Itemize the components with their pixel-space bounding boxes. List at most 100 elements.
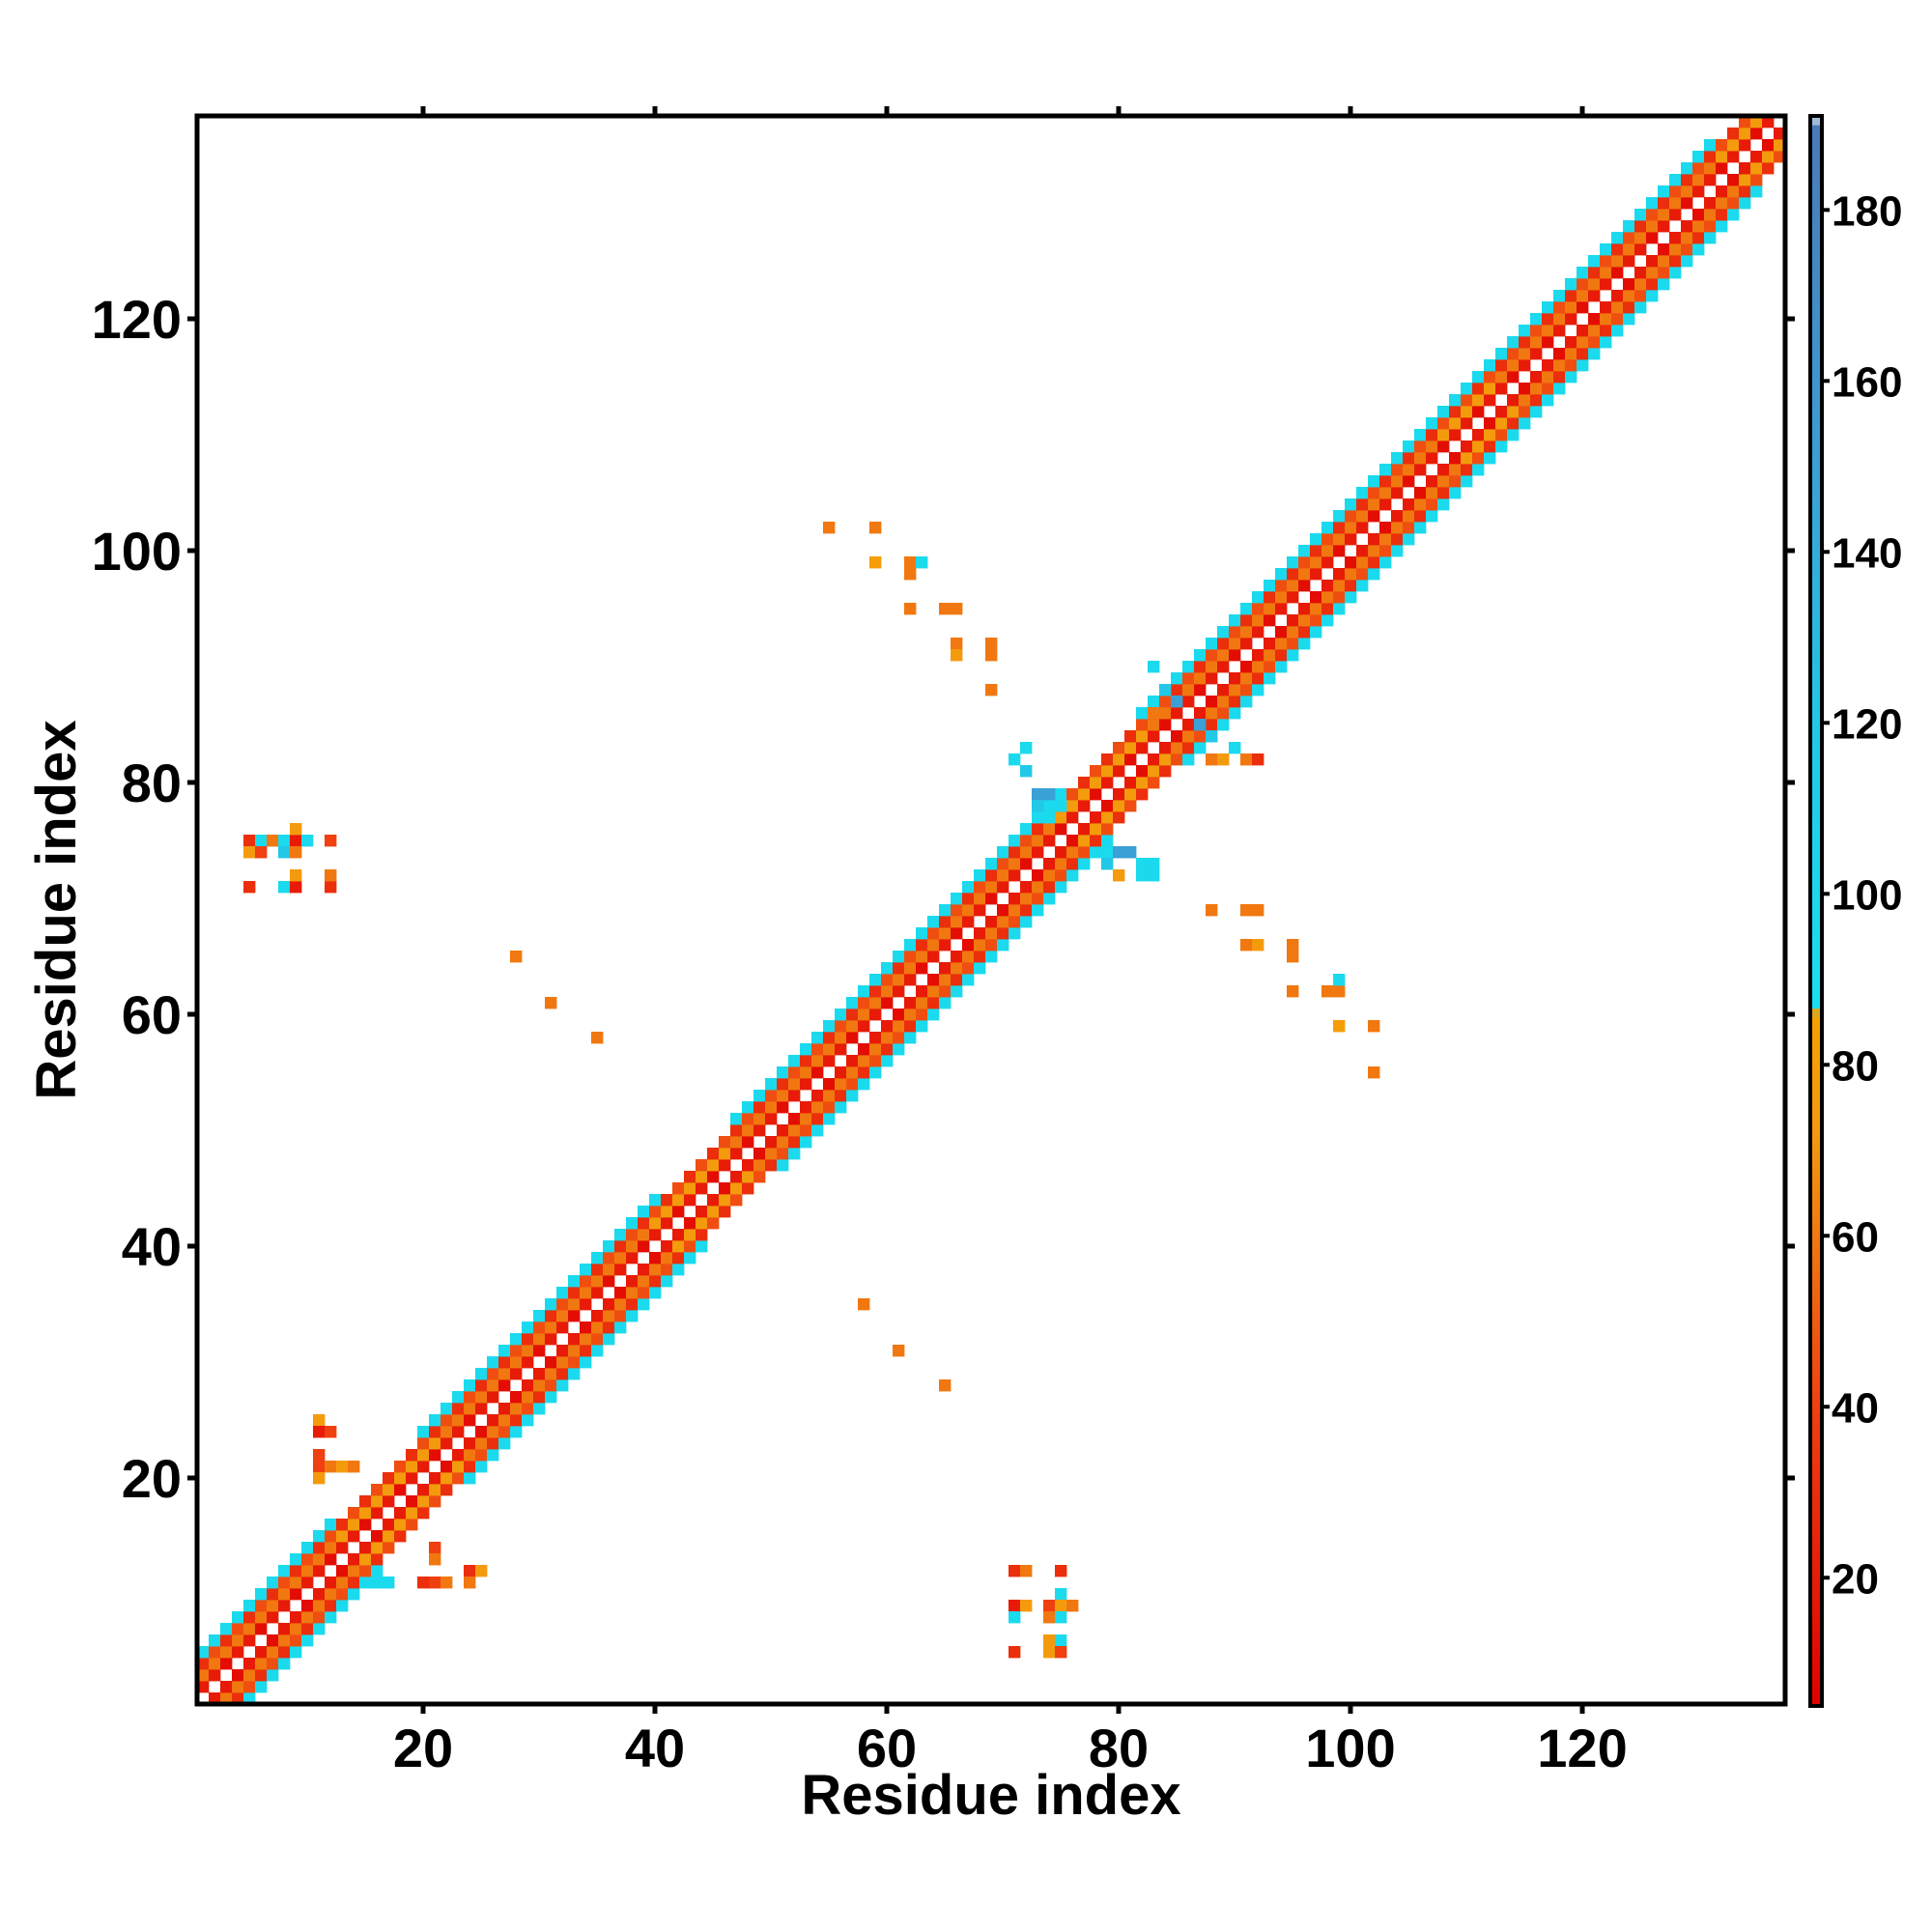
heatmap-cell bbox=[417, 1449, 430, 1462]
heatmap-cell bbox=[672, 1229, 685, 1241]
colorbar-segment bbox=[1810, 1696, 1822, 1707]
heatmap-cell bbox=[591, 1321, 604, 1334]
colorbar-segment bbox=[1810, 133, 1822, 143]
heatmap-cell bbox=[1066, 788, 1079, 801]
heatmap-cell bbox=[661, 1275, 673, 1288]
heatmap-cell bbox=[1032, 835, 1044, 847]
heatmap-cell bbox=[487, 1391, 499, 1404]
heatmap-cell bbox=[997, 858, 1009, 870]
heatmap-cell bbox=[1611, 267, 1624, 279]
heatmap-cell bbox=[1298, 556, 1311, 569]
colorbar-segment bbox=[1810, 240, 1822, 249]
heatmap-cell bbox=[1658, 243, 1670, 256]
heatmap-cell bbox=[777, 1124, 789, 1137]
heatmap-cell bbox=[893, 1020, 905, 1033]
colorbar-tick-label: 160 bbox=[1832, 358, 1902, 406]
heatmap-cell bbox=[580, 1264, 592, 1276]
colorbar-tick-label: 60 bbox=[1832, 1213, 1879, 1261]
heatmap-cell bbox=[1379, 487, 1392, 499]
heatmap-cell bbox=[533, 1321, 546, 1334]
heatmap-cell bbox=[290, 1577, 302, 1589]
heatmap-cell bbox=[1588, 325, 1601, 337]
heatmap-cell bbox=[835, 1009, 847, 1021]
heatmap-cell bbox=[580, 1287, 592, 1299]
colorbar-segment bbox=[1810, 1653, 1822, 1662]
heatmap-cell bbox=[1739, 128, 1751, 140]
heatmap-cell bbox=[974, 927, 986, 940]
heatmap-cell bbox=[846, 1090, 859, 1102]
heatmap-cell bbox=[939, 1379, 952, 1392]
heatmap-cell bbox=[707, 1217, 720, 1230]
heatmap-cell bbox=[1264, 614, 1276, 627]
heatmap-cell bbox=[255, 835, 268, 847]
heatmap-cell bbox=[1264, 661, 1276, 673]
colorbar-segment bbox=[1810, 283, 1822, 294]
heatmap-cell bbox=[313, 1472, 326, 1485]
colorbar-segment bbox=[1810, 434, 1822, 443]
heatmap-cell bbox=[1090, 823, 1102, 836]
heatmap-cell bbox=[1727, 151, 1740, 163]
heatmap-cell bbox=[869, 1055, 882, 1067]
heatmap-cell bbox=[1634, 278, 1647, 291]
x-tick-label: 80 bbox=[1089, 1718, 1149, 1778]
heatmap-cell bbox=[1461, 464, 1473, 476]
colorbar-segment bbox=[1810, 1467, 1822, 1477]
heatmap-cell bbox=[1692, 162, 1705, 175]
heatmap-cell bbox=[522, 1403, 534, 1415]
heatmap-cell bbox=[1646, 255, 1659, 268]
heatmap-cell bbox=[464, 1565, 476, 1577]
heatmap-cell bbox=[927, 1009, 940, 1021]
heatmap-cell bbox=[1136, 777, 1149, 789]
heatmap-cell bbox=[1055, 846, 1067, 859]
colorbar-segment bbox=[1810, 1052, 1822, 1062]
heatmap-cell bbox=[1252, 684, 1264, 696]
colorbar-segment bbox=[1810, 769, 1822, 780]
heatmap-cell bbox=[1634, 290, 1647, 302]
heatmap-cell bbox=[823, 1090, 836, 1102]
heatmap-cell bbox=[638, 1240, 650, 1253]
heatmap-cell bbox=[614, 1252, 627, 1264]
heatmap-cell bbox=[1507, 417, 1520, 430]
heatmap-cell bbox=[916, 997, 928, 1009]
heatmap-cell bbox=[313, 1565, 326, 1577]
colorbar-segment bbox=[1810, 1643, 1822, 1654]
heatmap-cell bbox=[904, 1009, 917, 1021]
heatmap-cell bbox=[1101, 800, 1114, 812]
heatmap-cell bbox=[1009, 846, 1021, 859]
heatmap-cell bbox=[626, 1229, 639, 1241]
heatmap-cell bbox=[1298, 626, 1311, 639]
heatmap-cell bbox=[243, 1623, 256, 1635]
heatmap-cell bbox=[1032, 811, 1044, 824]
heatmap-cell bbox=[939, 916, 952, 928]
heatmap-cell bbox=[487, 1449, 499, 1462]
colorbar-segment bbox=[1810, 1547, 1822, 1557]
heatmap-cell bbox=[417, 1426, 430, 1438]
heatmap-cell bbox=[881, 974, 894, 986]
heatmap-cell bbox=[1171, 696, 1183, 708]
heatmap-cell bbox=[1252, 753, 1264, 766]
heatmap-cell bbox=[904, 939, 917, 952]
heatmap-cell bbox=[1032, 788, 1044, 801]
heatmap-cell bbox=[371, 1553, 384, 1566]
colorbar-segment bbox=[1810, 1396, 1822, 1406]
colorbar-segment bbox=[1810, 1406, 1822, 1415]
heatmap-cell bbox=[1646, 209, 1659, 221]
heatmap-cell bbox=[1113, 753, 1125, 766]
heatmap-cell bbox=[1542, 313, 1554, 326]
heatmap-cell bbox=[487, 1379, 499, 1392]
heatmap-cell bbox=[939, 974, 952, 986]
heatmap-cell bbox=[1681, 255, 1693, 268]
heatmap-cell bbox=[371, 1530, 384, 1543]
colorbar-segment bbox=[1810, 336, 1822, 347]
heatmap-cell bbox=[278, 881, 291, 894]
heatmap-cell bbox=[985, 881, 998, 894]
heatmap-cell bbox=[951, 974, 963, 986]
heatmap-cell bbox=[1530, 383, 1543, 395]
heatmap-cell bbox=[1194, 730, 1207, 743]
heatmap-cell bbox=[1600, 301, 1612, 314]
heatmap-cell bbox=[301, 1565, 314, 1577]
heatmap-cell bbox=[869, 1032, 882, 1044]
heatmap-cell bbox=[498, 1379, 511, 1392]
heatmap-cell bbox=[1217, 661, 1230, 673]
heatmap-cell bbox=[1020, 893, 1033, 905]
